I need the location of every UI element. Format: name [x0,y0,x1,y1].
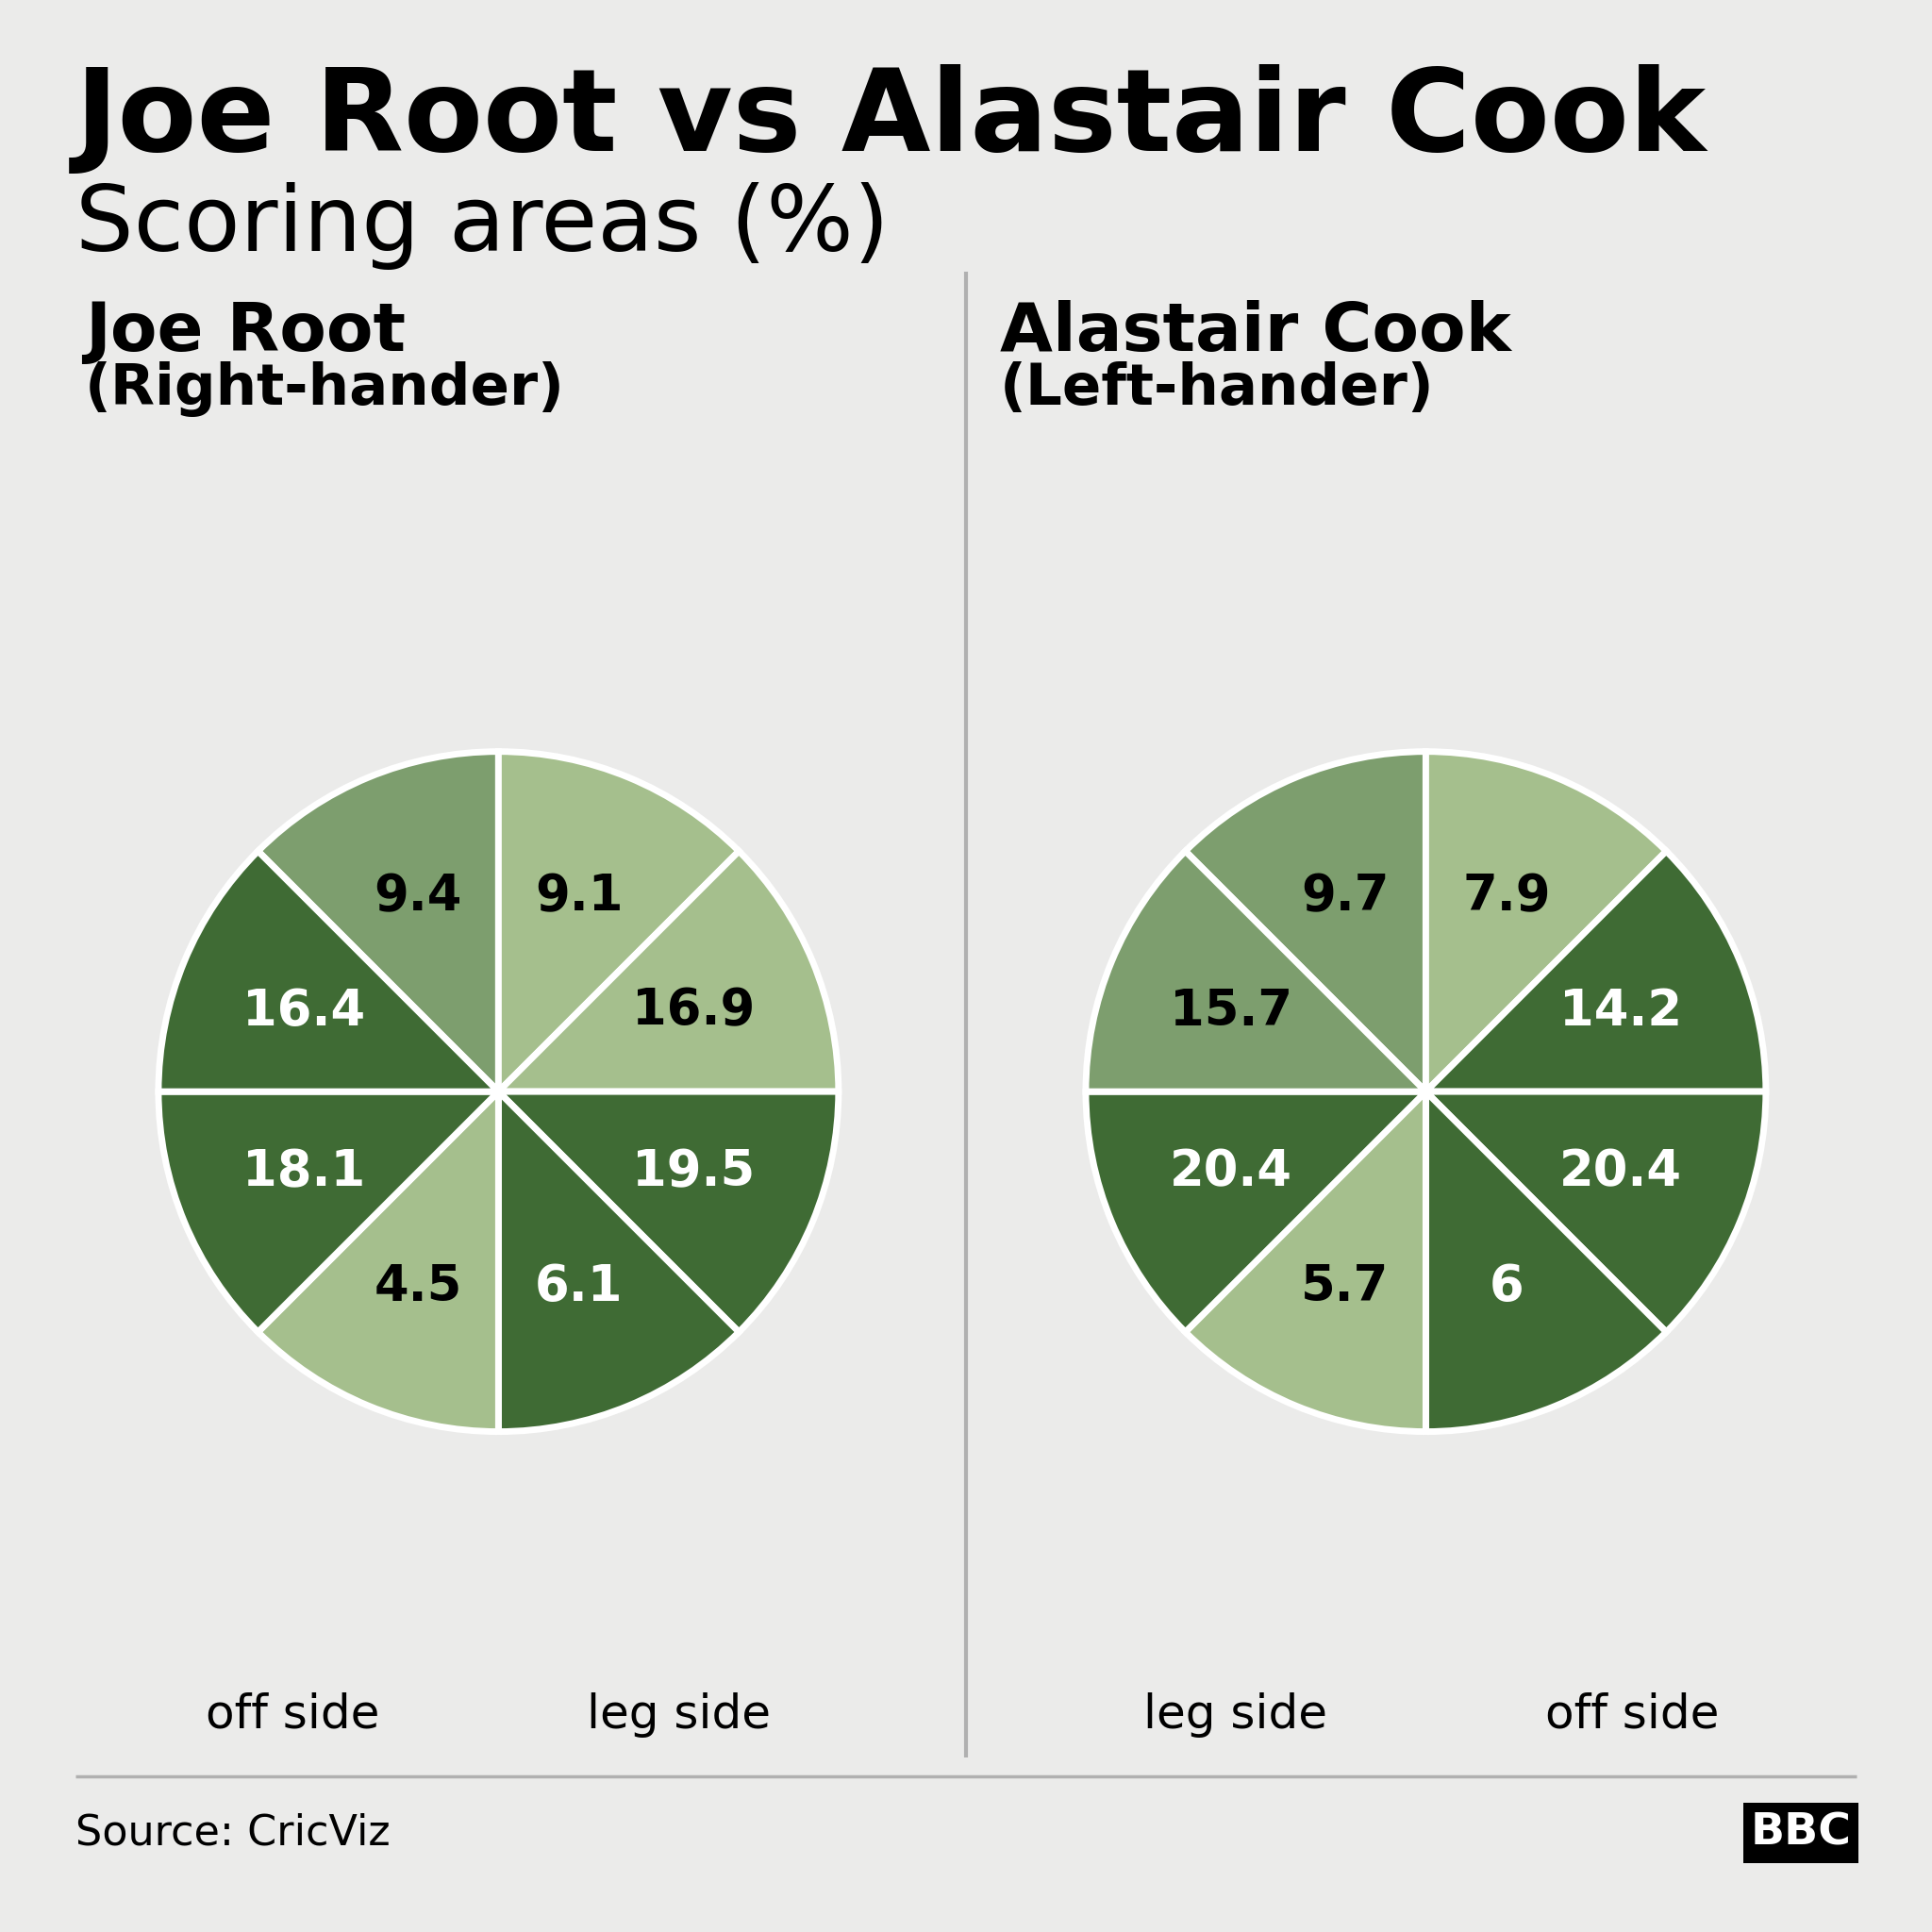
Wedge shape [1186,752,1426,1092]
Text: off side: off side [1546,1692,1719,1737]
Text: 9.1: 9.1 [535,871,624,922]
Wedge shape [1086,852,1426,1092]
Text: Joe Root vs Alastair Cook: Joe Root vs Alastair Cook [75,64,1706,174]
Text: 9.7: 9.7 [1300,871,1389,922]
Text: 16.9: 16.9 [632,987,755,1036]
Text: BBC: BBC [1750,1812,1851,1855]
Text: leg side: leg side [1144,1692,1327,1737]
Text: 4.5: 4.5 [373,1262,462,1312]
Text: 20.4: 20.4 [1559,1148,1683,1196]
Text: 16.4: 16.4 [242,987,365,1036]
FancyBboxPatch shape [1743,1803,1859,1862]
Wedge shape [1186,1092,1426,1432]
Text: 6: 6 [1490,1262,1524,1312]
Wedge shape [158,852,498,1092]
Text: 18.1: 18.1 [242,1148,365,1196]
Wedge shape [1426,752,1665,1092]
Text: 5.7: 5.7 [1300,1262,1389,1312]
Text: Source: CricViz: Source: CricViz [75,1812,390,1853]
Wedge shape [1086,1092,1426,1331]
Text: 15.7: 15.7 [1169,987,1293,1036]
Text: off side: off side [205,1692,379,1737]
Text: 20.4: 20.4 [1169,1148,1293,1196]
Wedge shape [498,1092,738,1432]
Wedge shape [1426,852,1766,1092]
Wedge shape [259,752,498,1092]
Wedge shape [498,852,838,1092]
Text: 9.4: 9.4 [373,871,462,922]
Text: 6.1: 6.1 [535,1262,624,1312]
Text: 14.2: 14.2 [1559,987,1683,1036]
Text: Joe Root: Joe Root [85,299,406,365]
Text: Alastair Cook: Alastair Cook [1001,299,1511,365]
Text: (Left-hander): (Left-hander) [1001,361,1435,417]
Wedge shape [498,1092,838,1331]
Wedge shape [498,752,738,1092]
Text: leg side: leg side [587,1692,771,1737]
Text: (Right-hander): (Right-hander) [85,361,564,417]
Text: 19.5: 19.5 [632,1148,755,1196]
Wedge shape [259,1092,498,1432]
Text: 7.9: 7.9 [1463,871,1551,922]
Wedge shape [1426,1092,1665,1432]
Text: Scoring areas (%): Scoring areas (%) [75,182,889,270]
Wedge shape [158,1092,498,1331]
Wedge shape [1426,1092,1766,1331]
